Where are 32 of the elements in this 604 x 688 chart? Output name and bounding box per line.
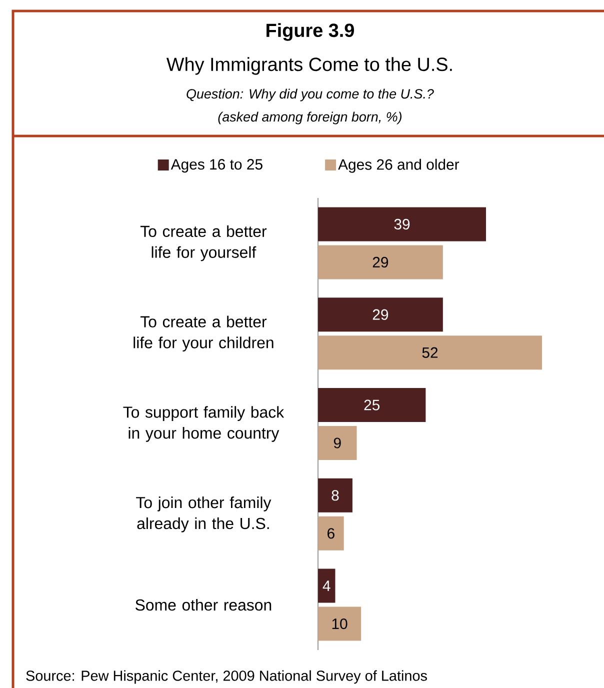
data-label: 10 xyxy=(332,618,348,630)
data-label: 39 xyxy=(394,218,410,230)
bar xyxy=(318,516,344,550)
bar xyxy=(318,568,336,603)
data-label: 52 xyxy=(422,347,438,358)
source-note: Source: Pew Hispanic Center, 2009 National Survey of Latinos xyxy=(26,670,427,684)
y-tick-label: To create a better life for yourself xyxy=(140,225,267,262)
bar xyxy=(318,298,443,332)
data-label: 29 xyxy=(372,309,388,320)
data-label: 9 xyxy=(334,438,341,448)
legend-label: Ages 26 and older xyxy=(338,158,460,173)
bar xyxy=(318,388,426,422)
y-tick-label: Some other reason xyxy=(136,598,272,611)
y-tick-label: To support family back in your home country xyxy=(123,406,284,442)
bar xyxy=(318,207,486,242)
data-label: 8 xyxy=(332,490,339,501)
text: (asked among foreign born, %) xyxy=(218,112,402,124)
caption: Figure 3.9 xyxy=(266,23,354,41)
y-tick-label: To join other family already in the U.S. xyxy=(136,496,272,532)
bar xyxy=(318,426,357,460)
data-label: 6 xyxy=(328,528,334,539)
data-label: 25 xyxy=(364,400,380,410)
chart-subtitle: Question: Why did you come to the U.S.? xyxy=(186,88,434,102)
legend-label: Ages 16 to 25 xyxy=(170,159,262,173)
chart-title: Why Immigrants Come to the U.S. xyxy=(166,57,452,75)
bar xyxy=(318,478,352,512)
data-label: 29 xyxy=(372,256,388,268)
y-tick-label: To create a better life for your children xyxy=(134,316,274,352)
bar xyxy=(318,606,362,641)
data-label: 4 xyxy=(322,580,330,591)
bar xyxy=(318,245,443,280)
bar xyxy=(318,336,542,370)
